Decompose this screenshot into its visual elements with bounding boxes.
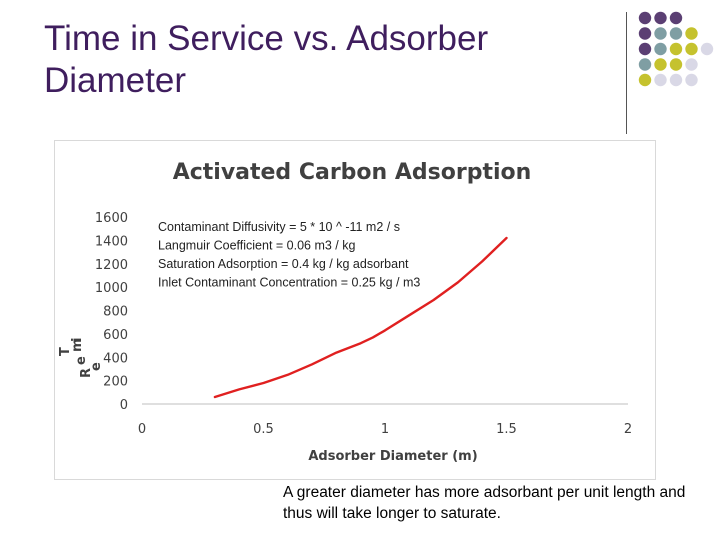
decorative-dot: [669, 73, 683, 87]
chart-panel: Activated Carbon Adsorption 0 200 400 600 80…: [54, 140, 656, 480]
decorative-dot: [685, 27, 698, 40]
data-series: [213, 236, 508, 399]
y-tick-label: 400: [103, 351, 128, 366]
x-tick-label: 1: [381, 422, 389, 437]
y-axis-label-char: e: [89, 362, 104, 371]
x-tick-label: 1.5: [496, 422, 517, 437]
y-tick-label: 0: [120, 398, 128, 413]
decorative-dot: [638, 42, 652, 56]
chart-annotation: Contaminant Diffusivity = 5 * 10 ^ -11 m…: [158, 220, 400, 234]
y-axis-label-char: T: [58, 347, 73, 356]
decorative-dot: [669, 11, 683, 25]
decorative-dot: [700, 42, 714, 56]
decorative-dot: [638, 73, 652, 87]
line-chart: Activated Carbon Adsorption 0 200 400 600 80…: [58, 160, 632, 464]
slide-caption: A greater diameter has more adsorbant pe…: [283, 484, 686, 522]
decorative-dot: [654, 73, 667, 87]
x-tick-label: 0.5: [253, 422, 274, 437]
decorative-dot: [638, 11, 652, 25]
decorative-dot: [685, 58, 698, 71]
decorative-dot: [638, 58, 652, 71]
chart-annotation: Inlet Contaminant Concentration = 0.25 k…: [158, 276, 420, 290]
chart-annotation: Langmuir Coefficient = 0.06 m3 / kg: [158, 239, 355, 253]
x-tick-label: 2: [624, 422, 632, 437]
y-axis-label-char: i: [70, 338, 85, 342]
annotation-block: Contaminant Diffusivity = 5 * 10 ^ -11 m…: [158, 220, 420, 290]
decorative-dot: [654, 42, 667, 56]
y-tick-label: 1400: [95, 234, 128, 249]
y-tick-labels: 0 200 400 600 800 1000 1200 1400 1600: [95, 211, 128, 413]
x-tick-labels: 0 0.5 1 1.5 2: [138, 422, 632, 437]
decorative-dot: [669, 42, 683, 56]
y-tick-label: 1200: [95, 258, 128, 273]
decorative-dot: [654, 27, 667, 40]
chart-title: Activated Carbon Adsorption: [173, 160, 532, 185]
slide-title: Time in Service vs. Adsorber Diameter: [44, 19, 489, 100]
y-tick-label: 800: [103, 305, 128, 320]
decorative-dot: [638, 27, 652, 40]
chart-annotation: Saturation Adsorption = 0.4 kg / kg adso…: [158, 257, 409, 271]
y-axis-label-char: m: [70, 338, 85, 352]
decorative-dot-grid: [638, 11, 714, 87]
y-axis-label-char: e: [74, 356, 89, 365]
decorative-dot: [685, 73, 698, 87]
y-tick-label: 1000: [95, 281, 128, 296]
x-tick-label: 0: [138, 422, 146, 437]
decorative-dot: [685, 42, 698, 56]
y-axis-label-char: R: [79, 368, 94, 378]
decorative-divider: [626, 12, 627, 134]
y-tick-label: 200: [103, 375, 128, 390]
x-axis-label: Adsorber Diameter (m): [308, 449, 477, 464]
decorative-dot: [669, 27, 683, 40]
series-line: [213, 236, 508, 399]
y-tick-label: 1600: [95, 211, 128, 226]
decorative-dot: [654, 11, 667, 25]
y-tick-label: 600: [103, 328, 128, 343]
decorative-dot: [669, 58, 683, 71]
decorative-dot: [654, 58, 667, 71]
